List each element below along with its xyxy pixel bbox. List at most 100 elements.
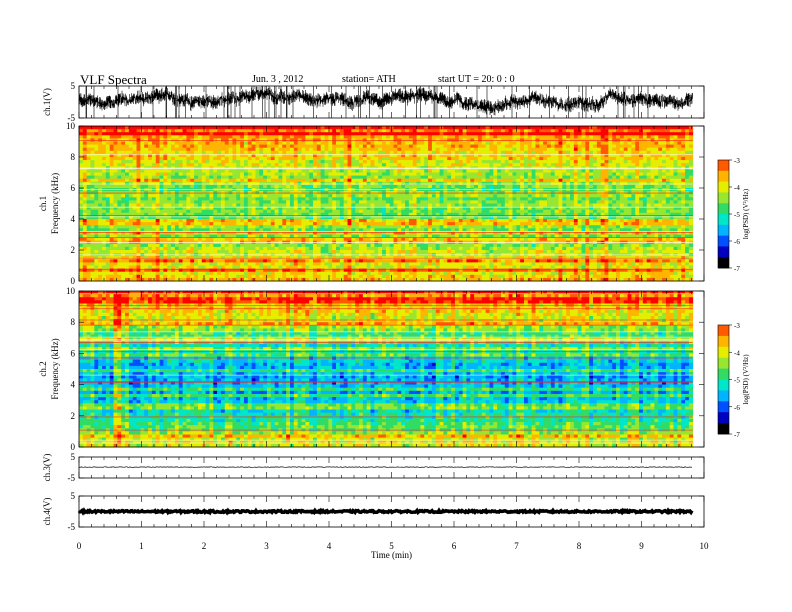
spectrogram-cell — [182, 150, 187, 155]
spectrogram-cell — [359, 181, 364, 186]
spectrogram-cell — [343, 126, 348, 130]
spectrogram-cell — [197, 209, 203, 214]
spectrogram-cell — [201, 132, 206, 136]
spectrogram-cell — [113, 212, 118, 217]
spectrogram-cell — [132, 160, 137, 164]
spectrogram-cell — [102, 184, 107, 189]
spectrogram-cell — [86, 135, 91, 139]
spectrogram-cell — [577, 147, 582, 152]
spectrogram-cell — [297, 209, 302, 214]
spectrogram-cell — [232, 215, 237, 220]
spectrogram-cell — [205, 203, 210, 207]
spectrogram-cell — [500, 153, 506, 158]
spectrogram-cell — [619, 169, 625, 173]
spectrogram-cell — [213, 194, 218, 198]
spectrogram-cell — [301, 203, 306, 207]
spectrogram-cell — [259, 150, 264, 155]
spectrogram-cell — [336, 163, 341, 167]
spectrogram-cell — [535, 147, 540, 152]
spectrogram-cell — [121, 126, 126, 130]
spectrogram-cell — [435, 169, 440, 173]
spectrogram-cell — [385, 135, 391, 139]
spectrogram-cell — [619, 215, 625, 220]
spectrogram-cell — [508, 219, 513, 223]
spectrogram-cell — [554, 215, 559, 220]
spectrogram-cell — [174, 215, 180, 220]
spectrogram-cell — [623, 172, 628, 176]
spectrogram-cell — [631, 135, 636, 139]
spectrogram-cell — [497, 206, 502, 211]
spectrogram-cell — [669, 212, 674, 217]
spectrogram-cell — [405, 153, 410, 158]
spectrogram-cell — [98, 203, 103, 207]
spectrogram-cell — [278, 150, 283, 155]
spectrogram-cell — [558, 147, 563, 152]
spectrogram-cell — [289, 163, 295, 167]
spectrogram-cell — [263, 197, 268, 201]
spectrogram-cell — [619, 178, 625, 183]
spectrogram-cell — [581, 169, 586, 173]
spectrogram-cell — [289, 200, 295, 204]
spectrogram-cell — [420, 169, 425, 173]
spectrogram-cell — [217, 126, 222, 130]
spectrogram-cell — [504, 200, 510, 204]
spectrogram-cell — [447, 188, 452, 192]
spectrogram-cell — [523, 209, 529, 214]
spectrogram-cell — [616, 188, 621, 192]
spectrogram-cell — [493, 212, 498, 217]
spectrogram-cell — [266, 132, 272, 136]
spectrogram-cell — [385, 126, 391, 130]
spectrogram-cell — [366, 219, 371, 223]
spectrogram-cell — [477, 160, 483, 164]
spectrogram-cell — [144, 141, 149, 145]
spectrogram-cell — [336, 172, 341, 176]
spectrogram-cell — [359, 172, 364, 176]
spectrogram-cell — [144, 197, 149, 201]
spectrogram-cell — [98, 184, 103, 189]
spectrogram-cell — [531, 184, 536, 189]
spectrogram-cell — [566, 184, 571, 189]
spectrogram-cell — [523, 129, 529, 133]
spectrogram-cell — [90, 141, 95, 145]
spectrogram-cell — [98, 150, 103, 155]
spectrogram-cell — [458, 200, 463, 204]
spectrogram-cell — [312, 203, 318, 207]
spectrogram-cell — [382, 147, 387, 152]
spectrogram-cell — [397, 147, 402, 152]
spectrogram-cell — [163, 178, 168, 183]
spectrogram-cell — [243, 144, 249, 149]
spectrogram-cell — [140, 153, 145, 158]
spectrogram-cell — [155, 126, 160, 130]
spectrogram-cell — [228, 212, 233, 217]
spectrogram-cell — [650, 194, 655, 198]
spectrogram-cell — [121, 163, 126, 167]
spectrogram-cell — [616, 181, 621, 186]
spectrogram-cell — [232, 163, 237, 167]
spectrogram-cell — [312, 215, 318, 220]
spectrogram-cell — [117, 157, 122, 161]
spectrogram-cell — [439, 188, 444, 192]
spectrogram-cell — [174, 135, 180, 139]
spectrogram-cell — [125, 169, 130, 173]
spectrogram-cell — [516, 153, 521, 158]
spectrogram-cell — [424, 206, 429, 211]
spectrogram-cell — [650, 132, 655, 136]
spectrogram-cell — [113, 141, 118, 145]
spectrogram-cell — [105, 181, 111, 186]
spectrogram-cell — [178, 135, 183, 139]
spectrogram-cell — [163, 169, 168, 173]
spectrogram-cell — [117, 200, 122, 204]
spectrogram-cell — [247, 200, 253, 204]
spectrogram-cell — [144, 206, 149, 211]
spectrogram-cell — [155, 203, 160, 207]
spectrogram-cell — [627, 160, 632, 164]
spectrogram-cell — [382, 200, 387, 204]
spectrogram-cell — [612, 141, 617, 145]
spectrogram-cell — [516, 132, 521, 136]
spectrogram-cell — [86, 219, 91, 223]
spectrogram-cell — [332, 197, 337, 201]
spectrogram-cell — [439, 212, 444, 217]
spectrogram-cell — [305, 169, 310, 173]
spectrogram-cell — [493, 163, 498, 167]
spectrogram-cell — [339, 219, 345, 223]
